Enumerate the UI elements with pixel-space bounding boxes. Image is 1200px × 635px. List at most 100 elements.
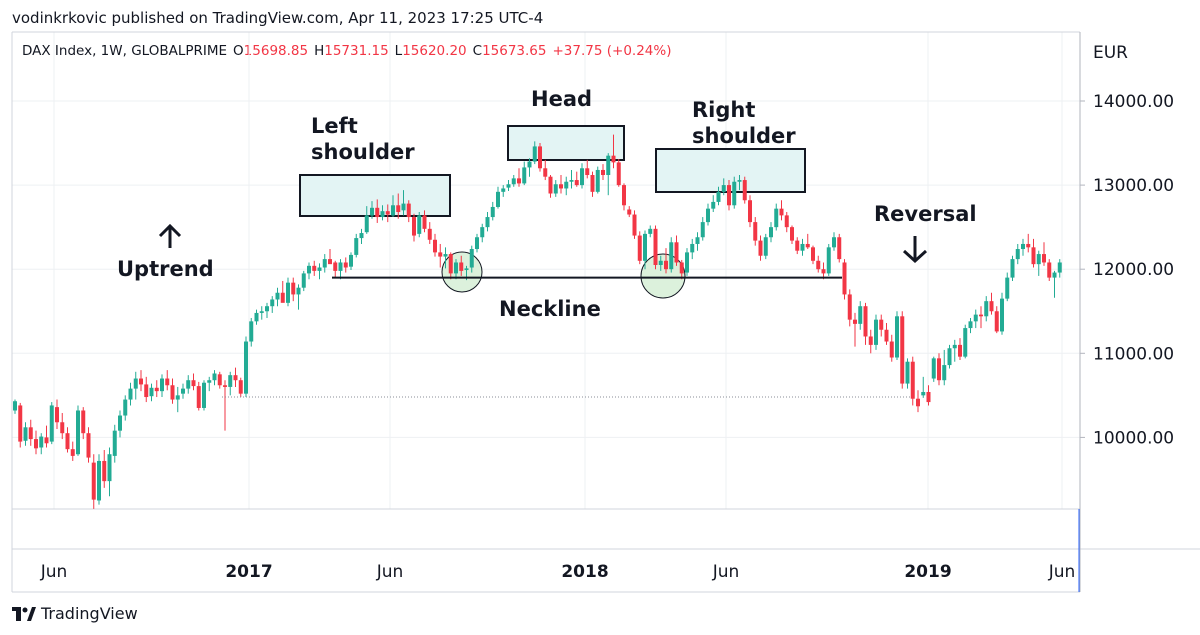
candle [763, 233, 768, 260]
tradingview-logo-icon [12, 606, 36, 621]
candle-body [926, 391, 931, 403]
candle [380, 205, 385, 221]
candle [475, 233, 479, 253]
candle-body [611, 155, 616, 163]
candle-body [112, 430, 117, 456]
candle [753, 217, 758, 246]
candle [732, 176, 737, 209]
candle [454, 259, 458, 280]
candle-body [968, 321, 973, 329]
candle [391, 195, 395, 218]
reversal-label: Reversal [874, 202, 977, 226]
candle-body [753, 222, 758, 241]
candle [154, 380, 159, 398]
candle-body [433, 239, 437, 253]
candle [758, 235, 763, 261]
candle-body [328, 259, 332, 265]
candle [968, 317, 973, 334]
candle [926, 385, 931, 406]
x-tick-label: Jun [712, 562, 740, 582]
candle [963, 324, 968, 359]
candle-body [538, 146, 542, 169]
candle-body [181, 388, 185, 394]
candle [574, 171, 579, 187]
candle-body [763, 237, 768, 256]
candle-body [280, 292, 285, 303]
neckline-touch-right [640, 253, 686, 299]
candle [480, 223, 485, 243]
candle-body [580, 168, 584, 186]
candle-body [28, 427, 33, 440]
candle [1031, 238, 1036, 268]
y-tick-label: 13000.00 [1093, 176, 1174, 196]
candle [506, 180, 511, 191]
candle-body [501, 188, 506, 192]
candle [448, 252, 453, 280]
candle [254, 309, 259, 325]
candle-body [805, 243, 810, 248]
candle [112, 424, 117, 463]
candle [1052, 270, 1057, 298]
candle-body [97, 460, 101, 501]
candle-body [70, 449, 75, 456]
symbol-label: DAX Index, 1W, GLOBALPRIME [22, 43, 228, 59]
candle [858, 301, 863, 330]
candle [847, 289, 852, 327]
candle-body [259, 311, 264, 313]
candle-body [706, 208, 710, 223]
candle-body [884, 329, 889, 342]
candle [1010, 255, 1015, 281]
candle-body [76, 410, 80, 455]
candle [737, 175, 742, 191]
candle-body [711, 201, 716, 209]
brand-footer[interactable]: TradingView [12, 604, 138, 623]
candle-body [160, 378, 164, 392]
candle-body [49, 405, 54, 442]
candle-body [790, 227, 794, 241]
candle-body [223, 385, 227, 387]
candle [406, 200, 411, 223]
candle [769, 222, 773, 243]
candle [601, 164, 605, 181]
candle [832, 232, 836, 251]
candle-body [1031, 247, 1036, 265]
candle [118, 410, 122, 438]
candle [265, 302, 269, 318]
candle-body [527, 161, 532, 168]
candle [469, 245, 474, 273]
candle-body [123, 399, 128, 416]
candle [779, 200, 784, 221]
candle-body [380, 211, 385, 218]
candle-body [464, 268, 469, 271]
candle-body [816, 260, 821, 270]
candle-body [727, 185, 731, 206]
candle [716, 186, 721, 206]
neckline-label: Neckline [499, 297, 601, 321]
candle [900, 311, 905, 389]
candle-body [1052, 272, 1057, 278]
candle-body [601, 169, 605, 176]
candle [1036, 250, 1041, 276]
candle [370, 201, 374, 219]
candle-body [154, 387, 159, 392]
candle-body [863, 306, 868, 337]
candle-body [937, 358, 941, 381]
candle [97, 454, 101, 505]
candle [296, 284, 301, 310]
candle-body [685, 252, 689, 273]
candle-body [1005, 277, 1010, 299]
grid-lines [12, 32, 1080, 509]
candle-body [343, 262, 348, 268]
candle [748, 195, 752, 228]
candle-body [1010, 259, 1015, 278]
x-tick-label: 2018 [561, 562, 608, 582]
candle [569, 169, 574, 189]
candle [86, 427, 91, 463]
candle [984, 296, 989, 322]
candle [433, 233, 437, 257]
candle-body [690, 243, 695, 253]
candle [611, 134, 616, 169]
candle-body [86, 433, 91, 458]
candle [895, 311, 899, 361]
